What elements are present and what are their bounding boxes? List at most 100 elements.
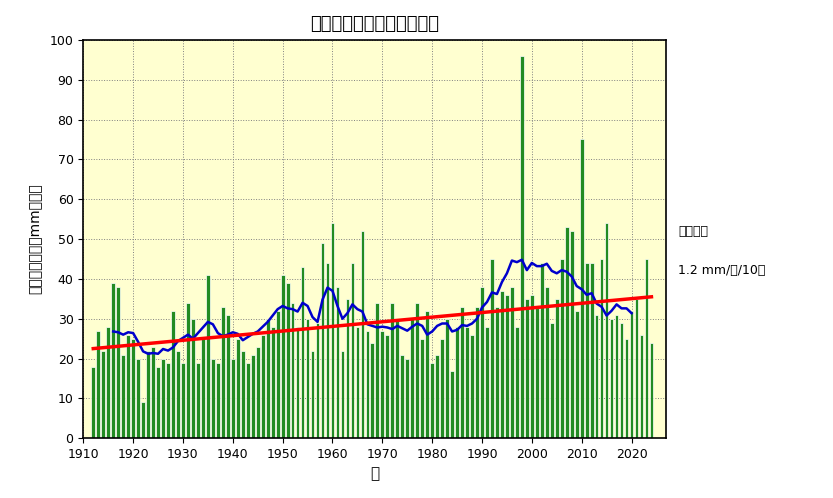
Bar <box>221 307 225 438</box>
Bar <box>166 363 170 438</box>
Bar <box>366 331 369 438</box>
Bar <box>196 363 200 438</box>
Bar <box>246 363 250 438</box>
Bar <box>555 299 559 438</box>
Bar <box>231 359 235 438</box>
Bar <box>201 339 205 438</box>
Bar <box>590 263 593 438</box>
Bar <box>401 355 404 438</box>
Bar <box>391 303 394 438</box>
Bar <box>580 139 584 438</box>
Bar <box>226 315 230 438</box>
Bar <box>107 327 110 438</box>
Bar <box>645 259 648 438</box>
Bar <box>505 295 509 438</box>
Bar <box>261 335 265 438</box>
Bar <box>97 331 100 438</box>
Bar <box>142 402 145 438</box>
Bar <box>610 319 613 438</box>
Bar <box>411 319 414 438</box>
Bar <box>286 283 290 438</box>
Bar <box>545 287 549 438</box>
Bar <box>156 367 160 438</box>
Bar <box>127 335 130 438</box>
Bar <box>251 355 255 438</box>
Bar <box>276 311 280 438</box>
Bar <box>186 303 190 438</box>
Bar <box>336 287 339 438</box>
Bar <box>550 323 554 438</box>
Bar <box>416 303 419 438</box>
Bar <box>640 335 643 438</box>
Bar <box>515 327 519 438</box>
Bar <box>241 351 245 438</box>
Bar <box>625 339 628 438</box>
Text: 1.2 mm/時/10年: 1.2 mm/時/10年 <box>678 264 766 277</box>
Bar <box>122 355 125 438</box>
Bar <box>132 339 135 438</box>
Bar <box>450 371 454 438</box>
Bar <box>510 287 514 438</box>
Bar <box>351 263 354 438</box>
Bar <box>211 359 215 438</box>
Bar <box>181 363 185 438</box>
Bar <box>520 56 524 438</box>
Bar <box>206 275 210 438</box>
Bar <box>431 363 434 438</box>
Bar <box>495 307 499 438</box>
Bar <box>475 307 479 438</box>
Bar <box>331 223 334 438</box>
Bar <box>102 351 105 438</box>
Bar <box>396 319 399 438</box>
Bar <box>560 259 564 438</box>
Bar <box>92 367 95 438</box>
Bar <box>530 295 534 438</box>
Bar <box>191 319 195 438</box>
Bar <box>301 267 304 438</box>
Bar <box>291 303 295 438</box>
Bar <box>500 291 504 438</box>
Bar <box>326 263 329 438</box>
Bar <box>535 307 539 438</box>
Bar <box>585 263 589 438</box>
Bar <box>595 315 598 438</box>
Bar <box>341 351 344 438</box>
Bar <box>271 327 275 438</box>
Bar <box>112 283 115 438</box>
Bar <box>266 319 270 438</box>
Bar <box>570 231 574 438</box>
Bar <box>446 319 449 438</box>
Bar <box>436 355 439 438</box>
Bar <box>605 223 608 438</box>
Bar <box>356 327 359 438</box>
Bar <box>281 275 285 438</box>
Title: 新潟の年最大１時間降水量: 新潟の年最大１時間降水量 <box>311 15 439 33</box>
Bar <box>470 335 474 438</box>
Bar <box>635 299 638 438</box>
Bar <box>630 311 633 438</box>
Bar <box>441 339 444 438</box>
Bar <box>480 287 484 438</box>
Bar <box>161 359 165 438</box>
Bar <box>147 351 150 438</box>
Bar <box>216 363 220 438</box>
Bar <box>361 231 364 438</box>
X-axis label: 年: 年 <box>371 467 379 482</box>
Bar <box>236 339 240 438</box>
Bar <box>256 347 260 438</box>
Bar <box>460 307 464 438</box>
Bar <box>371 343 374 438</box>
Bar <box>615 315 618 438</box>
Bar <box>376 303 379 438</box>
Bar <box>620 323 623 438</box>
Bar <box>306 319 309 438</box>
Bar <box>137 359 140 438</box>
Bar <box>311 351 314 438</box>
Bar <box>346 299 349 438</box>
Bar <box>575 311 579 438</box>
Bar <box>381 331 384 438</box>
Bar <box>650 343 653 438</box>
Bar <box>490 259 494 438</box>
Bar <box>600 259 603 438</box>
Bar <box>316 323 319 438</box>
